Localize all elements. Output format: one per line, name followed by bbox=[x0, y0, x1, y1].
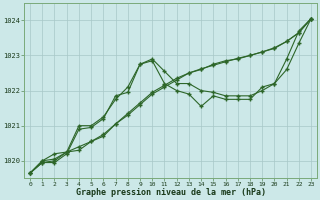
X-axis label: Graphe pression niveau de la mer (hPa): Graphe pression niveau de la mer (hPa) bbox=[76, 188, 266, 197]
